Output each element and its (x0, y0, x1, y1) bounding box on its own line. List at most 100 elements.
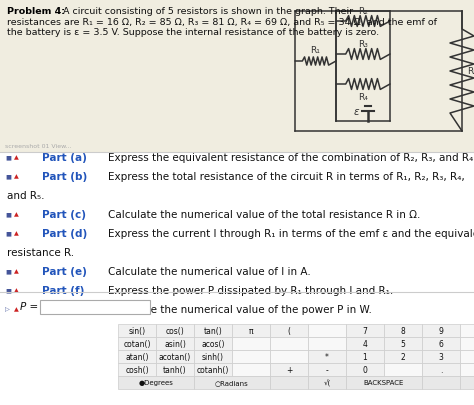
Text: Part (c): Part (c) (42, 209, 86, 220)
Text: ▲: ▲ (14, 288, 19, 293)
Text: 9: 9 (438, 326, 444, 335)
Bar (422, 350, 460, 363)
Bar (118, 337, 156, 350)
Bar (194, 350, 232, 363)
Bar (156, 363, 194, 376)
Text: Part (b): Part (b) (42, 172, 87, 181)
Text: R₅: R₅ (467, 67, 474, 76)
Bar (194, 337, 232, 350)
Bar (118, 376, 194, 389)
Text: ■: ■ (5, 155, 11, 160)
Text: ■: ■ (5, 212, 11, 217)
Text: cos(): cos() (165, 326, 184, 335)
Text: sin(): sin() (128, 326, 146, 335)
Bar (422, 324, 460, 337)
Text: -: - (326, 365, 328, 374)
Text: (: ( (288, 326, 291, 335)
Text: Calculate the numerical value of the total resistance R in Ω.: Calculate the numerical value of the tot… (108, 209, 420, 220)
Text: Express the current I through R₁ in terms of the emf ε and the equivalent: Express the current I through R₁ in term… (108, 228, 474, 239)
Text: 8: 8 (401, 326, 405, 335)
Text: cotan(): cotan() (123, 339, 151, 348)
Text: 7: 7 (363, 326, 367, 335)
Bar (346, 324, 384, 337)
Bar (194, 363, 232, 376)
Text: Part (f): Part (f) (42, 285, 84, 295)
Text: Problem 4:: Problem 4: (7, 7, 65, 16)
Bar (118, 363, 156, 376)
Text: Express the equivalent resistance of the combination of R₂, R₃, and R₄.: Express the equivalent resistance of the… (108, 153, 474, 162)
Text: atan(): atan() (125, 352, 149, 361)
Text: ○Radians: ○Radians (215, 379, 249, 386)
Text: Express the power P dissipated by R₁ through I and R₁.: Express the power P dissipated by R₁ thr… (108, 285, 393, 295)
Bar (460, 363, 474, 376)
Text: the battery is ε = 3.5 V. Suppose the internal resistance of the battery is zero: the battery is ε = 3.5 V. Suppose the in… (7, 28, 379, 37)
Bar (308, 350, 346, 363)
Bar (422, 376, 460, 389)
Text: 4: 4 (363, 339, 367, 348)
Text: ▲: ▲ (14, 174, 19, 179)
Bar (232, 324, 270, 337)
Bar (308, 376, 346, 389)
Text: R₄: R₄ (358, 93, 368, 102)
Bar (384, 350, 422, 363)
Text: Part (e): Part (e) (42, 266, 87, 276)
Bar (346, 376, 422, 389)
Bar (194, 376, 270, 389)
Bar (232, 363, 270, 376)
Bar (118, 324, 156, 337)
Text: R₃: R₃ (358, 40, 368, 49)
Bar (156, 337, 194, 350)
Text: 5: 5 (401, 339, 405, 348)
Bar (346, 350, 384, 363)
Text: 3: 3 (438, 352, 444, 361)
Text: sinh(): sinh() (202, 352, 224, 361)
Bar (270, 376, 308, 389)
Text: +: + (286, 365, 292, 374)
Text: *: * (325, 352, 329, 361)
Bar (156, 350, 194, 363)
Bar (270, 337, 308, 350)
Text: .: . (440, 365, 442, 374)
Bar (422, 363, 460, 376)
Text: 0: 0 (363, 365, 367, 374)
Text: Express the total resistance of the circuit R in terms of R₁, R₂, R₃, R₄,: Express the total resistance of the circ… (108, 172, 465, 181)
Text: acos(): acos() (201, 339, 225, 348)
Bar (460, 376, 474, 389)
Text: R₁: R₁ (310, 46, 320, 55)
Text: ■: ■ (5, 269, 11, 274)
Text: P =: P = (20, 301, 38, 311)
Bar (460, 337, 474, 350)
Bar (384, 337, 422, 350)
Text: resistances are R₁ = 16 Ω, R₂ = 85 Ω, R₃ = 81 Ω, R₄ = 69 Ω, and R₅ = 34 Ω, and t: resistances are R₁ = 16 Ω, R₂ = 85 Ω, R₃… (7, 18, 437, 27)
Text: ε: ε (354, 107, 359, 117)
Bar (346, 363, 384, 376)
Text: 2: 2 (401, 352, 405, 361)
Bar (270, 324, 308, 337)
Text: acotan(): acotan() (159, 352, 191, 361)
Text: cosh(): cosh() (125, 365, 149, 374)
Text: tanh(): tanh() (163, 365, 187, 374)
Text: Calculate the numerical value of the power P in W.: Calculate the numerical value of the pow… (108, 304, 372, 314)
Bar (40, 300, 150, 314)
Bar (460, 324, 474, 337)
Text: tan(): tan() (204, 326, 222, 335)
Text: Part (g): Part (g) (42, 304, 87, 314)
Bar (384, 324, 422, 337)
Text: ▷: ▷ (5, 307, 10, 312)
Text: √(: √( (323, 379, 331, 386)
Bar (232, 350, 270, 363)
Text: A circuit consisting of 5 resistors is shown in the graph. Their: A circuit consisting of 5 resistors is s… (60, 7, 353, 16)
Text: asin(): asin() (164, 339, 186, 348)
Bar (308, 324, 346, 337)
Text: Part (d): Part (d) (42, 228, 87, 239)
Text: ▲: ▲ (14, 212, 19, 217)
Bar (384, 363, 422, 376)
Text: ■: ■ (5, 174, 11, 179)
Bar (194, 324, 232, 337)
Bar (232, 337, 270, 350)
Text: 6: 6 (438, 339, 444, 348)
Bar (0, 0, 474, 153)
Text: BACKSPACE: BACKSPACE (364, 379, 404, 386)
Bar (346, 337, 384, 350)
Text: Part (a): Part (a) (42, 153, 87, 162)
